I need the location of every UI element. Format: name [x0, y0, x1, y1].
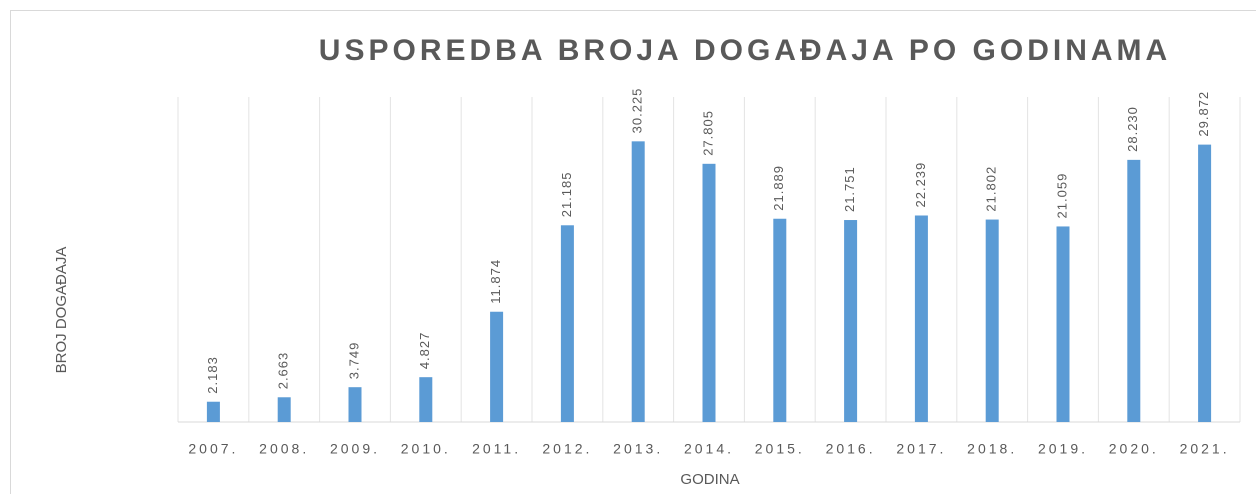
- bar: [631, 141, 645, 422]
- value-label: 21.751: [842, 166, 857, 212]
- x-axis-title: GODINA: [680, 471, 739, 488]
- x-tick-label: 2012.: [542, 441, 592, 457]
- value-label: 21.185: [559, 172, 574, 218]
- x-tick-label: 2016.: [826, 441, 876, 457]
- value-label: 4.827: [417, 332, 432, 370]
- x-tick-label: 2017.: [896, 441, 946, 457]
- value-label: 21.802: [984, 166, 999, 212]
- bar: [348, 387, 362, 422]
- bar: [277, 397, 291, 422]
- bar: [702, 163, 716, 422]
- bar: [914, 215, 928, 422]
- bar: [1198, 144, 1212, 423]
- value-label: 30.225: [630, 88, 645, 134]
- x-tick-label: 2013.: [613, 441, 663, 457]
- bar: [206, 401, 220, 422]
- bar: [560, 225, 574, 422]
- value-label: 29.872: [1196, 91, 1211, 137]
- x-tick-label: 2018.: [967, 441, 1017, 457]
- x-tick-label: 2021.: [1180, 441, 1230, 457]
- value-label: 27.805: [700, 110, 715, 156]
- x-tick-label: 2007.: [188, 441, 238, 457]
- value-label: 22.239: [913, 162, 928, 208]
- value-label: 21.059: [1054, 173, 1069, 219]
- x-tick-label: 2019.: [1038, 441, 1088, 457]
- value-label: 11.874: [488, 259, 503, 304]
- chart-border: [10, 10, 1256, 494]
- x-tick-label: 2015.: [755, 441, 805, 457]
- bar: [844, 220, 858, 422]
- bar: [1056, 226, 1070, 422]
- bar: [1127, 159, 1141, 422]
- bar: [490, 311, 504, 422]
- value-label: 2.183: [205, 356, 220, 394]
- x-tick-label: 2008.: [259, 441, 309, 457]
- value-label: 28.230: [1125, 106, 1140, 152]
- bar: [773, 218, 787, 422]
- x-tick-label: 2009.: [330, 441, 380, 457]
- x-tick-label: 2011.: [472, 441, 521, 457]
- bar: [419, 377, 433, 422]
- x-tick-label: 2020.: [1109, 441, 1159, 457]
- bar: [985, 219, 999, 422]
- x-tick-label: 2014.: [684, 441, 734, 457]
- value-label: 2.663: [276, 352, 291, 390]
- value-label: 3.749: [346, 342, 361, 380]
- x-tick-label: 2010.: [401, 441, 451, 457]
- chart-title: USPOREDBA BROJA DOGAĐAJA PO GODINAMA: [319, 34, 1171, 67]
- y-axis-title: BROJ DOGAĐAJA: [53, 247, 70, 374]
- value-label: 21.889: [771, 165, 786, 211]
